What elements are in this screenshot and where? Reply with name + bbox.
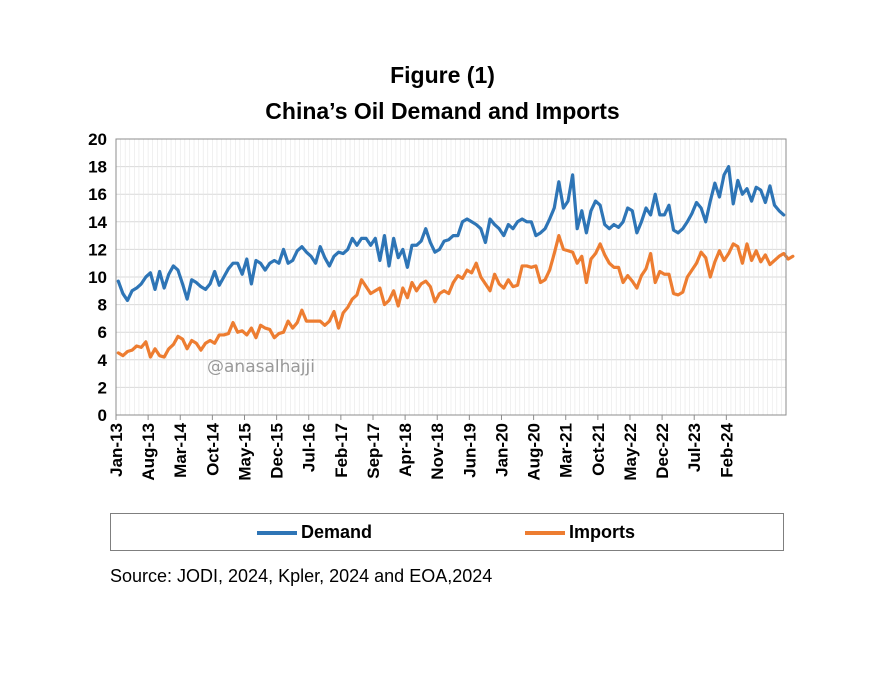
legend: Demand Imports (110, 513, 784, 551)
line-chart: 0 2 4 6 8 10 12 14 16 18 20 Jan-13 Aug-13 Mar-14 Oct-… (88, 130, 795, 481)
x-tick-label: May-15 (235, 423, 254, 481)
x-tick-label: Jul-16 (300, 423, 319, 472)
watermark-text: @anasalhajji (207, 357, 315, 377)
x-tick-label: Aug-20 (525, 423, 544, 481)
x-tick-label: Nov-18 (428, 423, 447, 480)
series-line-imports (116, 234, 795, 359)
series-lines (116, 165, 795, 359)
y-tick-label: 4 (98, 351, 108, 370)
y-tick-label: 8 (98, 296, 107, 315)
x-tick-label: Sep-17 (364, 423, 383, 479)
y-axis-tick-labels: 0 2 4 6 8 10 12 14 16 18 20 (88, 130, 107, 425)
y-tick-label: 16 (88, 185, 107, 204)
x-tick-label: Mar-14 (171, 422, 190, 477)
legend-swatch-imports (525, 530, 565, 535)
x-tick-label: Jul-23 (685, 423, 704, 472)
x-tick-label: Oct-14 (203, 422, 222, 475)
x-tick-label: Apr-18 (396, 423, 415, 477)
source-note: Source: JODI, 2024, Kpler, 2024 and EOA,… (110, 566, 493, 586)
y-tick-label: 12 (88, 240, 107, 259)
x-tick-label: Jan-20 (492, 423, 511, 477)
y-tick-label: 2 (98, 378, 107, 397)
x-tick-label: Oct-21 (589, 423, 608, 476)
chart-title-line2: China’s Oil Demand and Imports (265, 98, 620, 124)
legend-swatch-demand (257, 530, 297, 535)
x-tick-label: May-22 (621, 423, 640, 481)
x-tick-label: Aug-13 (139, 423, 158, 481)
x-tick-label: Feb-17 (332, 423, 351, 478)
chart-title-line1: Figure (1) (390, 62, 495, 88)
legend-item-imports: Imports (525, 522, 635, 543)
y-tick-label: 0 (98, 406, 107, 425)
legend-label-demand: Demand (301, 522, 373, 542)
series-line-demand (116, 165, 786, 303)
y-tick-label: 6 (98, 323, 107, 342)
x-tick-label: Feb-24 (717, 422, 736, 477)
x-tick-label: Jun-19 (460, 423, 479, 478)
x-tick-label: Dec-15 (268, 423, 287, 479)
x-tick-label: Dec-22 (653, 423, 672, 479)
y-tick-label: 20 (88, 130, 107, 149)
legend-item-demand: Demand (257, 522, 372, 543)
y-tick-label: 14 (88, 213, 107, 232)
legend-label-imports: Imports (569, 522, 636, 542)
y-tick-label: 18 (88, 158, 107, 177)
plot-area-border (115, 138, 787, 416)
x-tick-label: Jan-13 (107, 423, 126, 477)
x-axis-tick-labels: Jan-13 Aug-13 Mar-14 Oct-14 May-15 Dec-15 Jul-… (107, 415, 736, 481)
y-tick-label: 10 (88, 268, 107, 287)
x-tick-label: Mar-21 (557, 423, 576, 478)
